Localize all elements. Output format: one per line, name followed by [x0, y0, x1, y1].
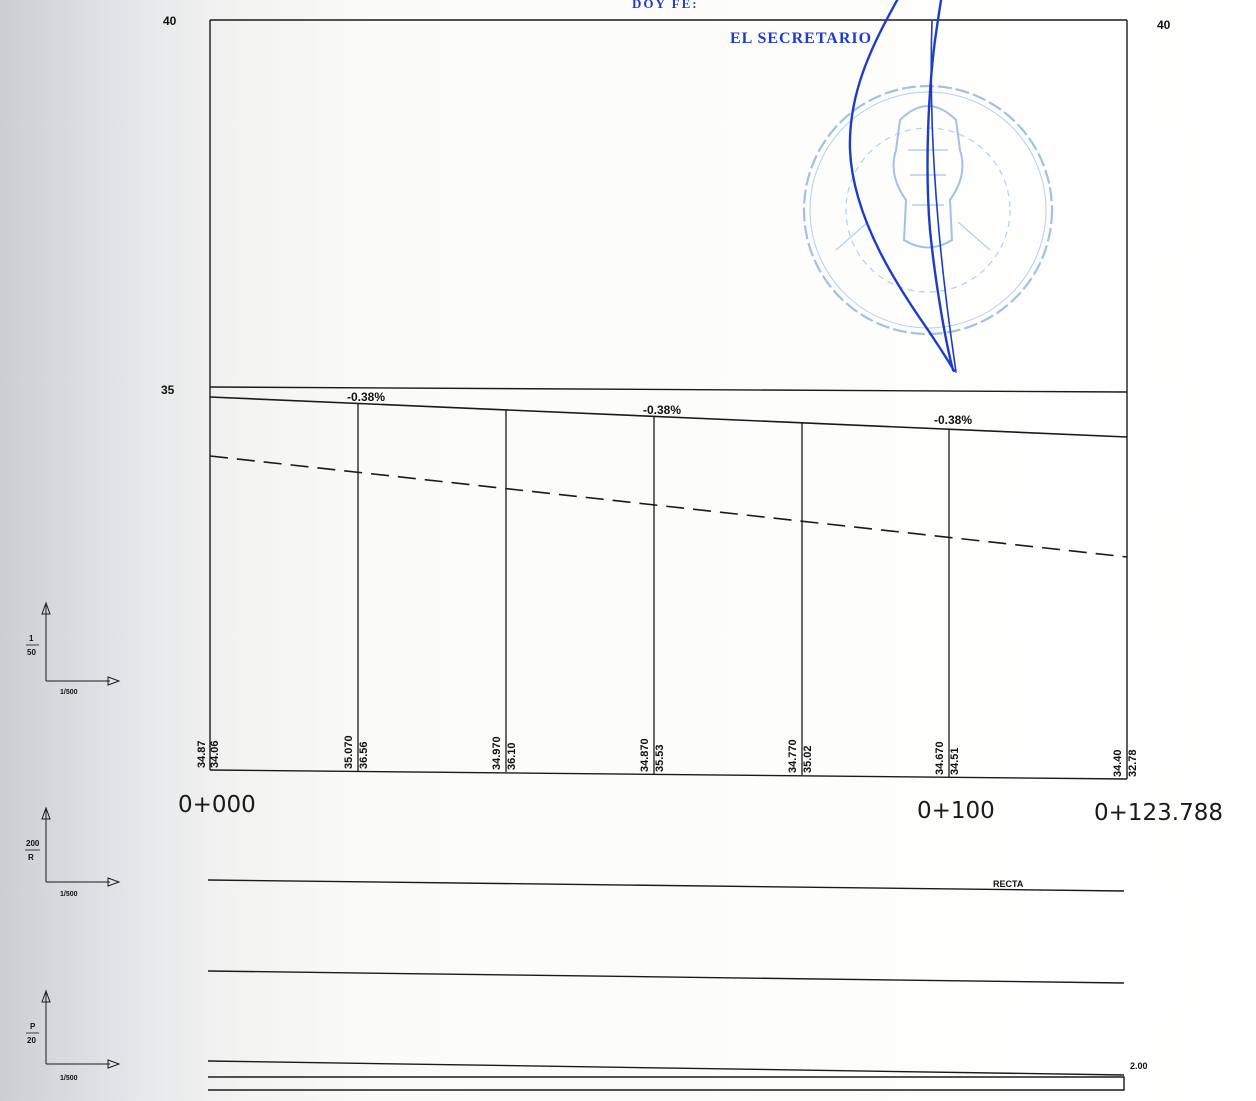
elevation-35-line [209, 386, 1128, 393]
alignment-band-line [207, 879, 1125, 892]
scale-2-h: 1/500 [60, 891, 78, 898]
elevation-label-35: 35 [161, 383, 175, 397]
station-2-value-a: 34.970 [491, 736, 503, 770]
scale-1-num: 1 [29, 634, 34, 643]
station-lines [357, 403, 950, 777]
recta-label: RECTA [993, 879, 1024, 889]
scale-3-num: P [30, 1022, 36, 1031]
station-3-value-b: 35.53 [654, 744, 666, 772]
station-2-value-b: 36.10 [506, 742, 518, 770]
width-band-box [208, 1076, 1125, 1091]
station-5-value-b: 34.51 [949, 747, 961, 775]
scale-3-h: 1/500 [60, 1075, 78, 1082]
signature [848, 0, 957, 373]
width-value-label: 2.00 [1130, 1061, 1148, 1071]
station-4-value-a: 34.770 [787, 739, 799, 773]
secretario-text: EL SECRETARIO [730, 30, 872, 47]
station-1-value-b: 36.56 [358, 741, 370, 769]
station-0-value-b: 34.06 [209, 740, 221, 768]
station-5-value-a: 34.670 [934, 741, 946, 775]
station-0-value-a: 34.87 [196, 740, 208, 768]
scale-indicator-alignment: 200 R 1/500 [25, 806, 121, 898]
slope-label-2: -0.38% [643, 403, 681, 417]
station-3-value-a: 34.870 [639, 738, 651, 772]
scale-indicator-width: P 20 1/500 [26, 989, 121, 1082]
elevation-label-40-left: 40 [163, 14, 177, 28]
terrain-line [209, 455, 1128, 558]
cant-band-line [207, 970, 1125, 984]
station-6-value-b: 32.78 [1127, 749, 1139, 777]
scale-2-num: 200 [26, 839, 40, 848]
doy-fe-text: DOY FE: [632, 0, 699, 11]
chainage-start: 0+000 [178, 792, 256, 818]
slope-label-1: -0.38% [347, 390, 385, 404]
slope-label-3: -0.38% [934, 413, 972, 427]
station-4-value-b: 35.02 [802, 745, 814, 773]
elevation-label-40-right: 40 [1157, 18, 1171, 32]
scale-1-h: 1/500 [60, 689, 78, 696]
station-1-value-a: 35.070 [343, 735, 355, 769]
scale-2-den: R [28, 853, 34, 862]
grade-line [209, 396, 1128, 438]
scale-indicator-profile: 1 50 1/500 [26, 601, 121, 696]
chainage-end: 0+123.788 [1094, 800, 1223, 826]
scale-1-den: 50 [27, 648, 36, 657]
profile-frame [209, 19, 1128, 780]
station-6-value-a: 34.40 [1112, 749, 1124, 777]
width-band-top [207, 1060, 1125, 1076]
official-stamp [802, 84, 1054, 336]
scale-3-den: 20 [27, 1036, 36, 1045]
chainage-100: 0+100 [917, 798, 995, 824]
station-values: 34.87 34.06 35.070 36.56 34.970 36.10 34… [196, 735, 1139, 777]
